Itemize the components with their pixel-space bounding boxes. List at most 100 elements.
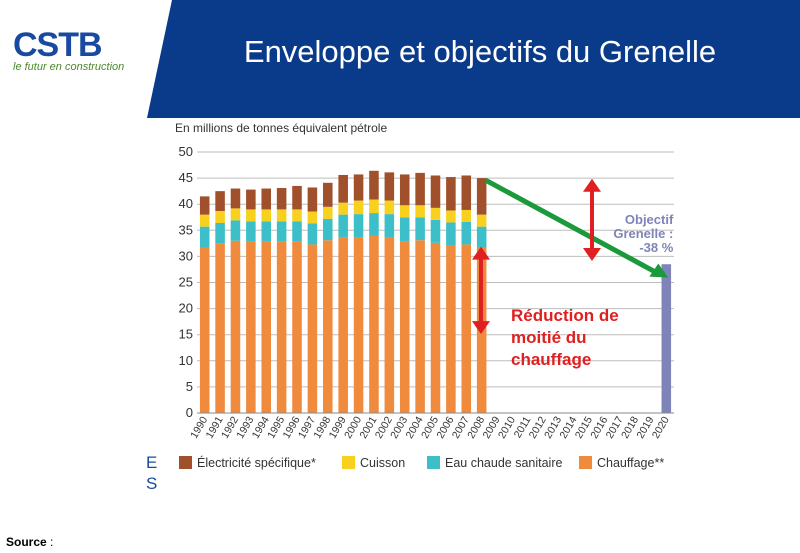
green-arrow-head	[649, 263, 669, 278]
bar-segment	[323, 240, 333, 413]
red-arrow-objectif-head-top	[583, 178, 601, 192]
bar-segment	[399, 217, 410, 242]
bar-segment	[476, 178, 487, 215]
bar-segment	[215, 191, 225, 211]
bar-segment	[384, 237, 395, 413]
x-tick-label: 2020	[650, 414, 672, 440]
bar-segment	[276, 221, 287, 242]
bar-segment	[430, 175, 441, 208]
bar-segment	[199, 196, 210, 215]
annotation-text: Réduction de	[511, 306, 619, 325]
bar-segment	[230, 240, 241, 413]
red-arrow-chauffage-head-top	[472, 246, 490, 260]
legend-swatch	[179, 456, 192, 469]
bar-segment	[261, 209, 272, 222]
source-note: Source :	[6, 535, 53, 549]
bar-segment	[369, 235, 379, 413]
y-tick-label: 25	[179, 275, 193, 290]
bar-segment	[261, 188, 272, 210]
bar-segment	[199, 214, 210, 227]
side-letters: E S	[146, 452, 157, 494]
bar-segment	[399, 205, 410, 218]
source-label: Source	[6, 535, 47, 549]
legend-swatch	[427, 456, 440, 469]
y-tick-label: 15	[179, 327, 193, 342]
legend-label: Chauffage**	[597, 456, 664, 470]
bar-segment	[292, 185, 302, 210]
logo-tagline: le futur en construction	[13, 61, 125, 73]
objectif-bar	[661, 264, 672, 413]
bar-segment	[323, 206, 333, 219]
bar-segment	[292, 241, 302, 413]
bar-segment	[338, 237, 348, 413]
bar-segment	[369, 199, 379, 214]
stacked-bar-chart: En millions de tonnes équivalent pétrole…	[175, 121, 674, 470]
bar-segment	[446, 222, 456, 246]
bar-segment	[338, 174, 348, 203]
source-suffix: :	[46, 535, 54, 549]
bar-segment	[353, 214, 364, 238]
legend-label: Cuisson	[360, 456, 405, 470]
y-tick-label: 20	[179, 301, 193, 316]
bar-segment	[230, 208, 241, 221]
bar-segment	[307, 187, 318, 212]
bar-segment	[430, 242, 441, 413]
side-letter-e: E	[146, 453, 158, 472]
bar-segment	[461, 175, 472, 210]
bar-segment	[399, 174, 410, 206]
legend-label: Électricité spécifique*	[197, 455, 316, 470]
objectif-label: -38 %	[639, 240, 673, 255]
legend-label: Eau chaude sanitaire	[445, 456, 562, 470]
chart-panel: En millions de tonnes équivalent pétrole…	[147, 118, 800, 493]
bar-segment	[369, 170, 379, 200]
bar-segment	[353, 237, 364, 413]
bar-segment	[384, 172, 395, 201]
bar-segment	[369, 213, 379, 236]
bar-segment	[276, 188, 287, 210]
bar-segment	[446, 245, 456, 413]
annotation-text: chauffage	[511, 350, 591, 369]
bar-segment	[261, 221, 272, 242]
bar-segment	[476, 226, 487, 248]
bar-segment	[415, 240, 425, 413]
y-tick-label: 5	[186, 379, 193, 394]
bar-segment	[307, 211, 318, 224]
bar-segment	[246, 209, 256, 222]
bar-segment	[261, 241, 272, 413]
y-axis-label: En millions de tonnes équivalent pétrole	[175, 121, 387, 135]
y-tick-label: 40	[179, 196, 193, 211]
y-tick-label: 0	[186, 405, 193, 420]
green-trend-line	[484, 177, 662, 277]
bar-segment	[230, 188, 241, 209]
y-tick-label: 45	[179, 170, 193, 185]
legend-swatch	[579, 456, 592, 469]
bar-segment	[384, 214, 395, 238]
cstb-logo: CSTB le futur en construction	[13, 28, 124, 73]
annotation-text: moitié du	[511, 328, 587, 347]
bar-segment	[215, 222, 225, 244]
bar-segment	[199, 226, 210, 248]
bar-segment	[323, 182, 333, 207]
bar-segment	[446, 210, 456, 223]
logo-wordmark: CSTB	[13, 26, 103, 64]
bar-segment	[384, 200, 395, 215]
bar-segment	[199, 247, 210, 413]
bar-segment	[246, 189, 256, 210]
side-letter-s: S	[146, 474, 158, 493]
bar-segment	[430, 219, 441, 243]
bar-segment	[276, 241, 287, 413]
bar-segment	[415, 172, 425, 206]
bar-segment	[246, 221, 256, 242]
bar-segment	[276, 209, 287, 222]
bar-segment	[461, 244, 472, 413]
bar-segment	[307, 244, 318, 413]
bar-segment	[461, 221, 472, 245]
red-arrow-objectif-head-bottom	[583, 248, 601, 262]
bar-segment	[415, 205, 425, 218]
bar-segment	[476, 214, 487, 227]
bar-segment	[399, 241, 410, 413]
bar-segment	[246, 241, 256, 413]
objectif-label: Grenelle :	[613, 226, 673, 241]
bar-segment	[230, 220, 241, 241]
objectif-label: Objectif	[625, 212, 674, 227]
